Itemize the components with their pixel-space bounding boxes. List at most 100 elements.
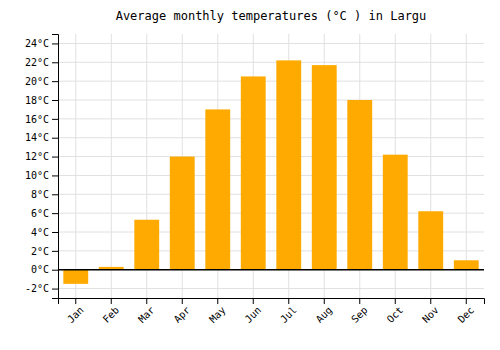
y-tick-mark xyxy=(52,289,58,290)
grid-line xyxy=(58,81,484,82)
grid-line xyxy=(466,34,467,298)
y-axis-line xyxy=(52,35,59,299)
x-tick: Dec xyxy=(456,298,477,325)
bar xyxy=(347,100,372,270)
y-tick-mark xyxy=(52,100,58,101)
y-tick-label: 20°C xyxy=(25,76,49,87)
x-tick: Aug xyxy=(314,298,335,325)
x-tick-label: Sep xyxy=(349,304,370,325)
zero-line xyxy=(58,269,484,271)
x-tick-label: Mar xyxy=(136,304,157,325)
grid-line xyxy=(58,175,484,176)
grid-line xyxy=(58,137,484,138)
y-tick-label: 22°C xyxy=(25,57,49,68)
bar xyxy=(418,211,443,269)
grid-line xyxy=(58,156,484,157)
y-tick-mark xyxy=(52,62,58,63)
y-tick: 6°C xyxy=(31,208,58,219)
y-tick-label: 8°C xyxy=(31,189,49,200)
y-tick-label: 6°C xyxy=(31,208,49,219)
x-tick-label: Oct xyxy=(385,304,406,325)
bar xyxy=(454,260,479,269)
y-tick: 18°C xyxy=(25,95,58,106)
y-tick: 14°C xyxy=(25,132,58,143)
y-tick-mark xyxy=(52,213,58,214)
x-tick-mark xyxy=(324,298,325,304)
x-tick: Oct xyxy=(385,298,406,325)
y-tick-mark xyxy=(52,43,58,44)
chart: -2°C 0°C 2°C 4°C 6°C 8°C 10°C 12°C 14°C 16°C 18°C 2… xyxy=(0,0,500,350)
bar xyxy=(383,155,408,270)
y-tick-mark xyxy=(52,251,58,252)
x-tick-mark xyxy=(146,298,147,304)
x-tick: Feb xyxy=(101,298,122,325)
x-tick-mark xyxy=(466,298,467,304)
x-tick: Mar xyxy=(136,298,157,325)
x-tick-mark xyxy=(75,298,76,304)
x-tick-label: Nov xyxy=(420,304,441,325)
y-tick-mark xyxy=(52,194,58,195)
y-tick-mark xyxy=(52,270,58,271)
x-tick: Jan xyxy=(65,298,86,325)
y-tick-label: 4°C xyxy=(31,227,49,238)
x-tick: Sep xyxy=(349,298,370,325)
y-tick: 8°C xyxy=(31,189,58,200)
x-tick-mark xyxy=(288,298,289,304)
y-tick-label: 10°C xyxy=(25,170,49,181)
bar xyxy=(205,109,230,269)
y-tick: 2°C xyxy=(31,246,58,257)
x-tick: May xyxy=(207,298,228,325)
title: Average monthly temperatures (°C ) in La… xyxy=(116,9,427,23)
grid-line xyxy=(58,269,484,270)
bar xyxy=(241,76,266,269)
y-tick: 4°C xyxy=(31,227,58,238)
bar xyxy=(312,65,337,270)
y-tick-mark xyxy=(52,119,58,120)
x-tick-label: Dec xyxy=(456,304,477,325)
y-tick: 12°C xyxy=(25,151,58,162)
x-tick-label: Apr xyxy=(172,304,193,325)
y-tick-mark xyxy=(52,232,58,233)
grid-line xyxy=(58,43,484,44)
plot: -2°C 0°C 2°C 4°C 6°C 8°C 10°C 12°C 14°C 16°C 18°C 2… xyxy=(25,34,485,325)
x-axis-line xyxy=(59,299,485,305)
grid-line xyxy=(75,34,76,298)
bar xyxy=(134,220,159,270)
grid xyxy=(58,34,484,298)
grid-line xyxy=(58,288,484,289)
y-tick-label: 16°C xyxy=(25,114,49,125)
x-tick-label: Aug xyxy=(314,304,335,325)
x-tick-mark xyxy=(182,298,183,304)
y-axis: -2°C 0°C 2°C 4°C 6°C 8°C 10°C 12°C 14°C 16°C 18°C 2… xyxy=(25,35,59,299)
x-tick: Apr xyxy=(172,298,193,325)
x-tick: Jun xyxy=(243,298,264,325)
grid-line xyxy=(58,100,484,101)
x-tick-mark xyxy=(111,298,112,304)
y-tick-label: 18°C xyxy=(25,95,49,106)
y-tick: 20°C xyxy=(25,76,58,87)
y-tick-label: 12°C xyxy=(25,151,49,162)
bar xyxy=(170,157,195,270)
grid-line xyxy=(58,62,484,63)
x-tick-label: Jan xyxy=(65,304,86,325)
grid-line xyxy=(58,118,484,119)
x-tick-mark xyxy=(430,298,431,304)
y-tick: -2°C xyxy=(25,283,58,294)
grid-line xyxy=(58,194,484,195)
x-axis: Jan Feb Mar Apr May Jun Jul Aug Sep Oct Nov Dec xyxy=(59,298,485,325)
y-tick-mark xyxy=(52,157,58,158)
y-tick-mark xyxy=(52,81,58,82)
y-tick-mark xyxy=(52,138,58,139)
y-tick-label: -2°C xyxy=(25,283,49,294)
y-tick-label: 14°C xyxy=(25,132,49,143)
y-tick: 16°C xyxy=(25,114,58,125)
x-tick-mark xyxy=(253,298,254,304)
x-tick-label: Jul xyxy=(278,304,299,325)
y-tick: 22°C xyxy=(25,57,58,68)
y-tick: 24°C xyxy=(25,38,58,49)
y-tick: 0°C xyxy=(31,264,58,275)
x-tick-label: May xyxy=(207,304,228,325)
bars xyxy=(58,60,484,283)
x-tick: Nov xyxy=(420,298,441,325)
x-tick-label: Feb xyxy=(101,304,122,325)
